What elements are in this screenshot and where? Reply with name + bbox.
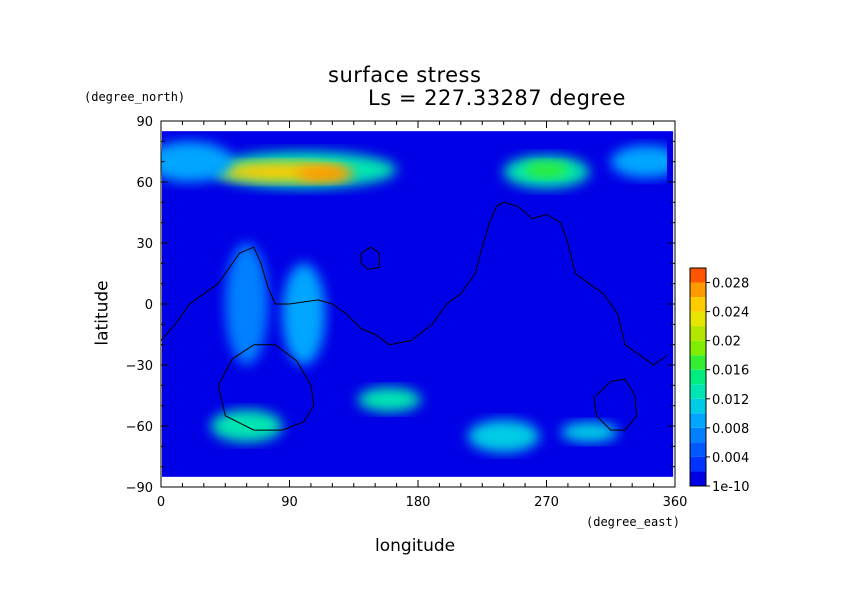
colorbar-label: 0.004: [712, 451, 749, 466]
x-tick-label: 180: [406, 495, 431, 510]
stress-region-9: [467, 419, 540, 453]
stress-region-8: [358, 387, 421, 412]
colorbar-segment: [690, 311, 706, 327]
x-unit-label: (degree_east): [586, 515, 680, 529]
colorbar-label: 0.016: [712, 364, 749, 379]
colorbar-segment: [690, 340, 706, 356]
colorbar-label: 1e-10: [712, 480, 750, 495]
y-tick-label: 60: [136, 176, 153, 191]
x-axis-label: longitude: [375, 536, 456, 556]
colorbar-segment: [690, 413, 706, 428]
x-tick-label: 0: [157, 495, 165, 510]
y-tick-label: −90: [126, 481, 153, 496]
colorbar-label: 0.028: [712, 277, 749, 292]
colorbar-segment: [690, 268, 706, 283]
colorbar-label: 0.012: [712, 393, 749, 408]
x-axis-ticks: 0 90 180 270 360: [157, 121, 688, 510]
colorbar-segment: [690, 326, 706, 341]
stress-region-12: [282, 263, 326, 365]
y-axis-ticks: 90 60 30 0 −30 −60 −90: [126, 115, 675, 496]
x-tick-label: 270: [534, 495, 559, 510]
colorbar-segment: [690, 297, 706, 312]
topography-contours: [161, 201, 667, 431]
colorbar-segment: [690, 355, 706, 370]
colorbar: 1e-10 0.004 0.008 0.012 0.016 0.02 0.024 0.028: [689, 267, 750, 495]
y-unit-label: (degree_north): [84, 90, 186, 104]
y-tick-label: 0: [145, 298, 153, 313]
colorbar-segment: [690, 427, 706, 443]
colorbar-segment: [690, 471, 706, 486]
y-tick-label: −30: [126, 359, 153, 374]
stress-region-5: [161, 141, 233, 182]
chart-subtitle: Ls = 227.33287 degree: [368, 86, 626, 110]
colorbar-label: 0.02: [712, 335, 741, 350]
x-tick-label: 90: [281, 495, 298, 510]
contour-loop-b: [593, 378, 638, 431]
contour-loop-c: [360, 246, 380, 270]
contour-loop-a: [217, 344, 315, 431]
colorbar-segment: [690, 398, 706, 414]
colorbar-segment: [690, 282, 706, 298]
stress-region-6: [610, 145, 667, 178]
colorbar-segment: [690, 442, 706, 457]
chart-title: surface stress: [328, 63, 482, 87]
stress-region-11: [225, 243, 269, 365]
colorbar-border: [689, 267, 707, 487]
stress-region-4: [523, 161, 570, 178]
y-tick-label: −60: [126, 420, 153, 435]
y-tick-label: 30: [136, 237, 153, 252]
colorbar-segment: [690, 384, 706, 399]
colorbar-label: 0.024: [712, 306, 749, 321]
colorbar-segment: [690, 456, 706, 472]
stress-region-2: [296, 165, 354, 182]
stress-region-10: [560, 421, 618, 443]
colorbar-label: 0.008: [712, 422, 749, 437]
x-tick-label: 360: [663, 495, 688, 510]
contour-coast: [161, 201, 667, 366]
colorbar-segment: [690, 369, 706, 385]
y-tick-label: 90: [136, 115, 153, 130]
